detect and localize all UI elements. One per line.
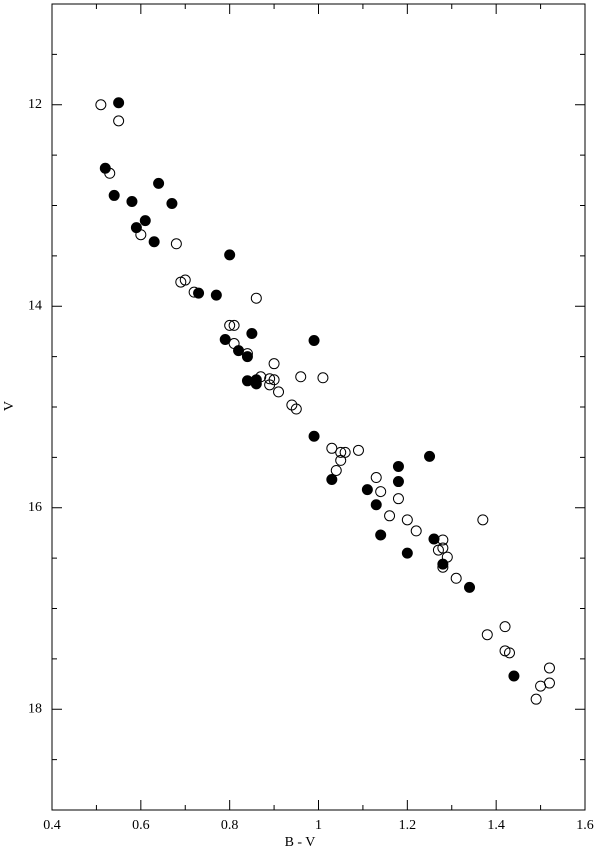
point — [130, 222, 142, 234]
point — [126, 195, 138, 207]
point — [392, 493, 404, 505]
point — [450, 572, 462, 584]
point — [370, 499, 382, 511]
point — [153, 177, 165, 189]
point — [264, 373, 276, 385]
point — [464, 581, 476, 593]
plot-frame — [51, 3, 586, 811]
point — [286, 399, 298, 411]
point — [228, 319, 240, 331]
point — [308, 430, 320, 442]
x-tick-label: 1.6 — [576, 818, 594, 833]
point — [170, 238, 182, 250]
point — [113, 97, 125, 109]
point — [375, 486, 387, 498]
point — [246, 327, 258, 339]
point — [308, 335, 320, 347]
point — [330, 464, 342, 476]
point — [335, 454, 347, 466]
point — [95, 99, 107, 111]
point — [290, 403, 302, 415]
point — [179, 274, 191, 286]
y-tick-label: 12 — [28, 97, 42, 112]
point — [352, 444, 364, 456]
point — [437, 558, 449, 570]
point — [317, 372, 329, 384]
point — [139, 215, 151, 227]
point — [233, 345, 245, 357]
x-tick-label: 1 — [315, 818, 322, 833]
point — [410, 525, 422, 537]
point — [273, 386, 285, 398]
point — [543, 677, 555, 689]
y-tick-label: 14 — [28, 298, 42, 313]
y-tick-label: 16 — [28, 500, 42, 515]
y-tick-label: 18 — [28, 701, 42, 716]
point — [241, 351, 253, 363]
point — [437, 542, 449, 554]
point — [392, 476, 404, 488]
x-tick-label: 1.2 — [399, 818, 417, 833]
point — [370, 472, 382, 484]
point — [392, 460, 404, 472]
point — [250, 378, 262, 390]
point — [224, 319, 236, 331]
point — [508, 670, 520, 682]
point — [99, 162, 111, 174]
point — [148, 236, 160, 248]
point — [375, 529, 387, 541]
point — [384, 510, 396, 522]
point — [268, 358, 280, 370]
point — [424, 450, 436, 462]
point — [503, 647, 515, 659]
x-tick-label: 0.8 — [221, 818, 239, 833]
point — [499, 621, 511, 633]
point — [219, 333, 231, 345]
point — [543, 662, 555, 674]
x-tick-label: 0.6 — [132, 818, 150, 833]
point — [477, 514, 489, 526]
x-tick-label: 0.4 — [43, 818, 61, 833]
point — [193, 287, 205, 299]
point — [108, 189, 120, 201]
point — [264, 379, 276, 391]
point — [326, 442, 338, 454]
point — [113, 115, 125, 127]
point — [361, 484, 373, 496]
point — [335, 446, 347, 458]
point — [326, 474, 338, 486]
point — [481, 629, 493, 641]
point — [530, 693, 542, 705]
point — [210, 289, 222, 301]
y-axis-label: V — [2, 401, 17, 411]
point — [224, 249, 236, 261]
point — [250, 292, 262, 304]
point — [166, 197, 178, 209]
point — [401, 514, 413, 526]
x-axis-label: B - V — [285, 835, 316, 850]
x-tick-label: 1.4 — [487, 818, 505, 833]
point — [401, 547, 413, 559]
point — [428, 533, 440, 545]
point — [295, 371, 307, 383]
